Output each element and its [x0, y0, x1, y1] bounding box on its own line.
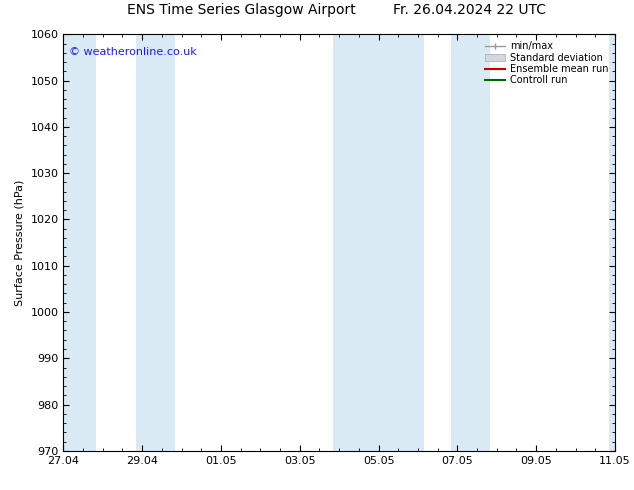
Legend: min/max, Standard deviation, Ensemble mean run, Controll run: min/max, Standard deviation, Ensemble me… [483, 39, 610, 87]
Text: Fr. 26.04.2024 22 UTC: Fr. 26.04.2024 22 UTC [392, 3, 546, 17]
Bar [451, 34, 491, 451]
Bar [136, 34, 175, 451]
Bar [333, 34, 424, 451]
Y-axis label: Surface Pressure (hPa): Surface Pressure (hPa) [15, 179, 25, 306]
Bar [57, 34, 96, 451]
Text: ENS Time Series Glasgow Airport: ENS Time Series Glasgow Airport [127, 3, 355, 17]
Text: © weatheronline.co.uk: © weatheronline.co.uk [69, 47, 197, 57]
Bar [609, 34, 634, 451]
